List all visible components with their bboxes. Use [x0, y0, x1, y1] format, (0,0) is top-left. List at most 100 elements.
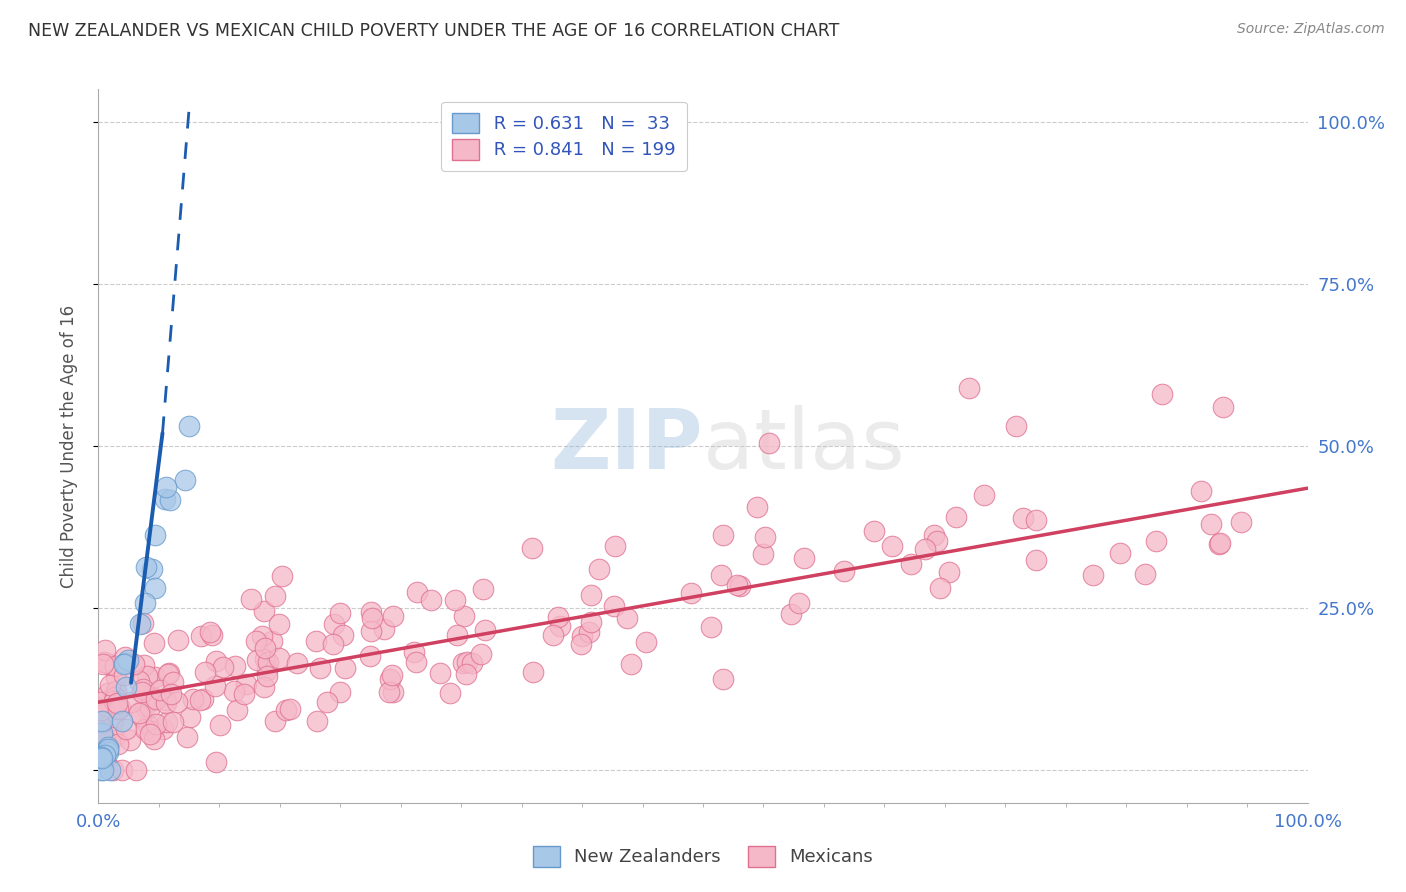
Point [97, 742, 120, 756]
Point [112, 667, 135, 681]
Point [832, 564, 855, 578]
Point [162, 675, 184, 690]
Point [91, 764, 114, 778]
Point [94, 643, 117, 657]
Point [135, 559, 157, 574]
Point [263, 714, 285, 729]
Point [134, 596, 156, 610]
Point [153, 492, 176, 507]
Point [142, 691, 165, 706]
Point [713, 527, 735, 541]
Point [134, 658, 156, 673]
Point [110, 701, 132, 715]
Point [100, 731, 122, 745]
Point [93, 655, 115, 669]
Point [103, 731, 125, 745]
Point [136, 669, 159, 683]
Point [382, 608, 405, 623]
Point [131, 685, 153, 699]
Point [117, 653, 139, 667]
Point [111, 714, 134, 728]
Point [90, 750, 112, 764]
Point [752, 547, 775, 561]
Point [91, 726, 114, 740]
Point [269, 616, 291, 631]
Point [145, 691, 167, 706]
Point [973, 488, 995, 502]
Point [114, 656, 136, 670]
Point [105, 696, 128, 710]
Point [1208, 536, 1230, 550]
Point [143, 635, 166, 649]
Point [128, 706, 150, 720]
Point [239, 592, 262, 607]
Point [94, 743, 117, 757]
Point [233, 687, 256, 701]
Point [145, 716, 167, 731]
Point [787, 596, 810, 610]
Point [1209, 536, 1232, 550]
Point [160, 687, 183, 701]
Point [1189, 483, 1212, 498]
Point [1025, 552, 1047, 566]
Point [278, 702, 301, 716]
Point [571, 629, 593, 643]
Point [1212, 400, 1234, 414]
Point [107, 737, 129, 751]
Point [104, 690, 127, 704]
Point [406, 585, 429, 599]
Point [579, 615, 602, 629]
Point [780, 607, 803, 622]
Point [725, 577, 748, 591]
Point [91, 714, 114, 729]
Point [157, 666, 180, 681]
Point [547, 610, 569, 624]
Point [93, 748, 115, 763]
Point [1199, 516, 1222, 531]
Point [253, 680, 276, 694]
Point [928, 581, 950, 595]
Point [758, 436, 780, 450]
Point [90, 754, 112, 768]
Point [156, 667, 179, 681]
Point [256, 669, 278, 683]
Point [309, 661, 332, 675]
Point [605, 539, 627, 553]
Point [139, 727, 162, 741]
Point [162, 715, 184, 730]
Point [93, 732, 115, 747]
Point [139, 700, 162, 714]
Point [322, 637, 344, 651]
Legend: New Zealanders, Mexicans: New Zealanders, Mexicans [526, 838, 880, 874]
Point [125, 764, 148, 778]
Point [470, 647, 492, 661]
Point [90, 750, 112, 764]
Point [90, 764, 112, 778]
Point [588, 562, 610, 576]
Point [93, 726, 115, 740]
Point [456, 666, 478, 681]
Point [89, 718, 111, 732]
Point [134, 722, 156, 736]
Point [380, 673, 402, 687]
Point [245, 634, 267, 648]
Point [1011, 511, 1033, 525]
Point [120, 695, 142, 709]
Point [945, 509, 967, 524]
Point [141, 562, 163, 576]
Point [360, 624, 382, 639]
Point [381, 668, 404, 682]
Point [329, 606, 352, 620]
Text: ZIP: ZIP [551, 406, 703, 486]
Point [581, 588, 603, 602]
Point [114, 723, 136, 737]
Point [253, 604, 276, 618]
Point [177, 419, 200, 434]
Point [257, 655, 280, 669]
Point [174, 474, 197, 488]
Point [101, 713, 124, 727]
Point [90, 758, 112, 772]
Point [159, 493, 181, 508]
Point [439, 686, 461, 700]
Point [451, 657, 474, 671]
